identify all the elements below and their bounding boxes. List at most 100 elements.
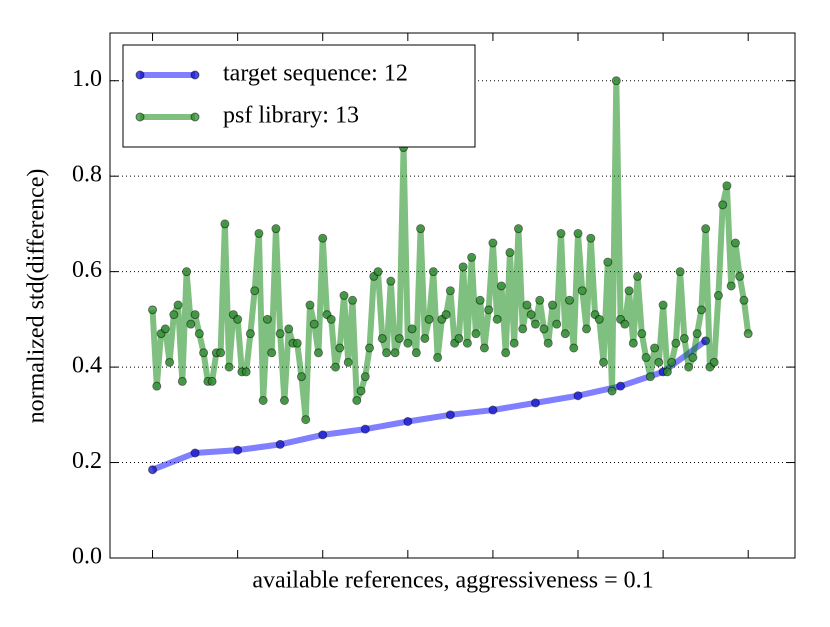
point	[679, 333, 689, 343]
point	[611, 76, 621, 86]
point	[530, 398, 540, 408]
point	[360, 372, 370, 382]
point	[216, 348, 226, 358]
point	[394, 333, 404, 343]
point	[573, 228, 583, 238]
series	[148, 76, 753, 425]
point	[148, 305, 158, 315]
point	[730, 238, 740, 248]
legend-box	[122, 44, 476, 148]
point	[416, 224, 426, 234]
point	[301, 415, 311, 425]
point	[501, 348, 511, 358]
point	[539, 324, 549, 334]
point	[220, 219, 230, 229]
point	[296, 372, 306, 382]
point	[186, 319, 196, 329]
point	[352, 396, 362, 405]
legend-marker	[135, 70, 145, 80]
point	[650, 343, 660, 353]
legend-label: psf library: 13	[223, 103, 359, 129]
point	[484, 305, 494, 315]
legend-marker	[190, 112, 200, 122]
point	[713, 291, 723, 300]
point	[190, 448, 200, 458]
point	[348, 295, 358, 305]
point	[382, 348, 392, 358]
point	[318, 430, 328, 440]
point	[420, 333, 430, 343]
point	[424, 314, 434, 324]
point	[271, 224, 281, 234]
point	[254, 228, 264, 238]
point	[692, 329, 702, 339]
y-tick-label: 1.0	[72, 66, 102, 92]
point	[411, 348, 421, 358]
point	[560, 329, 570, 339]
point	[343, 357, 353, 367]
point	[356, 386, 366, 396]
point	[535, 295, 545, 305]
point	[233, 445, 243, 455]
point	[479, 343, 489, 353]
point	[207, 376, 217, 386]
point	[250, 286, 260, 296]
point	[377, 333, 387, 343]
point	[390, 348, 400, 358]
x-axis-label: available references, aggressiveness = 0…	[252, 568, 653, 594]
point	[326, 314, 336, 324]
point	[445, 286, 455, 296]
point	[645, 372, 655, 382]
point	[543, 338, 553, 348]
point	[586, 233, 596, 243]
point	[518, 324, 528, 334]
point	[488, 238, 498, 248]
point	[667, 357, 677, 367]
point	[245, 329, 255, 339]
point	[547, 300, 557, 310]
point	[190, 310, 200, 320]
point	[309, 319, 319, 329]
point	[616, 381, 626, 391]
point	[462, 338, 472, 348]
point	[488, 405, 498, 415]
point	[458, 262, 468, 272]
point	[403, 338, 413, 348]
point	[530, 319, 540, 329]
point	[403, 417, 413, 426]
y-tick-label: 0.0	[72, 544, 102, 570]
point	[284, 324, 294, 334]
point	[641, 353, 651, 363]
point	[603, 257, 613, 267]
point	[471, 329, 481, 339]
point	[194, 329, 204, 339]
point	[454, 333, 464, 343]
point	[467, 252, 477, 262]
legend-label: target sequence: 12	[223, 61, 408, 87]
point	[441, 310, 451, 320]
point	[688, 353, 698, 363]
point	[607, 386, 617, 396]
point	[743, 329, 753, 339]
point	[718, 200, 728, 210]
point	[505, 248, 515, 258]
legend-marker	[190, 70, 200, 80]
point	[148, 465, 158, 475]
point	[654, 357, 664, 367]
point	[262, 314, 272, 324]
point	[620, 319, 630, 329]
point	[594, 314, 604, 324]
point	[637, 329, 647, 339]
point	[509, 338, 519, 348]
point	[275, 329, 285, 339]
point	[522, 300, 532, 310]
point	[313, 348, 323, 358]
legend: target sequence: 12 psf library: 13	[122, 44, 476, 148]
point	[662, 367, 672, 377]
point	[696, 305, 706, 315]
point	[330, 362, 340, 372]
point	[709, 357, 719, 367]
point	[169, 310, 179, 320]
point	[160, 324, 170, 334]
